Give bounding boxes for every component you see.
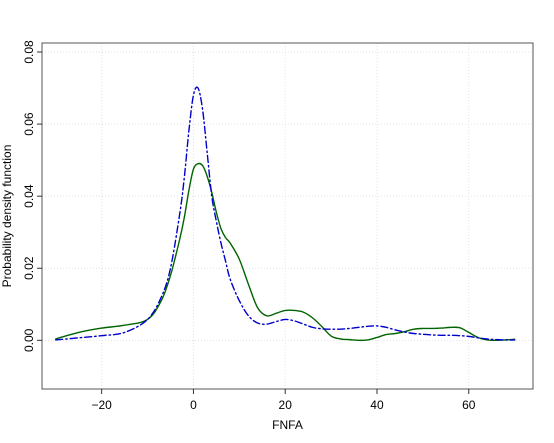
y-tick-label: 0.00 bbox=[22, 328, 36, 352]
x-tick-label: 60 bbox=[462, 398, 476, 412]
axis-layer: −20 0 20 40 60 0.00 0.02 0.04 0.06 0.08 bbox=[22, 40, 476, 412]
plot-frame bbox=[41, 42, 534, 390]
x-tick-label: 20 bbox=[279, 398, 293, 412]
y-tick-label: 0.02 bbox=[22, 256, 36, 280]
y-tick-label: 0.06 bbox=[22, 112, 36, 136]
x-axis-title: FNFA bbox=[272, 418, 303, 432]
series-line-solid-green bbox=[55, 162, 516, 342]
x-tick-label: 0 bbox=[190, 398, 197, 412]
x-tick-label: −20 bbox=[91, 398, 112, 412]
y-axis-title: Probability density function bbox=[0, 145, 14, 288]
y-tick-label: 0.08 bbox=[22, 40, 36, 64]
series-line-dashdot-blue bbox=[55, 86, 516, 341]
x-tick-label: 40 bbox=[370, 398, 384, 412]
series-layer bbox=[55, 86, 516, 342]
grid-layer bbox=[42, 43, 533, 389]
y-tick-label: 0.04 bbox=[22, 184, 36, 208]
